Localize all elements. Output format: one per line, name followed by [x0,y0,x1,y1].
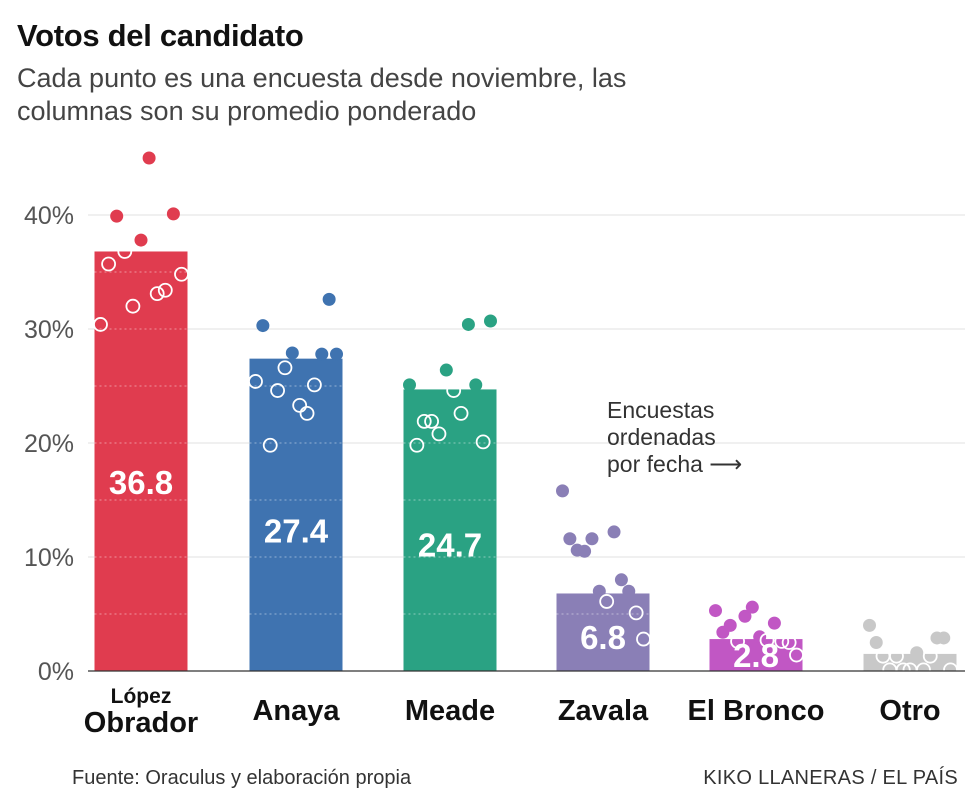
credit-note: KIKO LLANERAS / EL PAÍS [703,767,958,789]
poll-point [869,636,883,649]
poll-point [916,662,931,678]
annotation-text: por fecha ⟶ [607,451,742,477]
bar-value-label: 27.4 [264,512,329,549]
poll-point [322,292,336,306]
poll-point [723,618,737,632]
poll-point [416,413,432,429]
category-label: López [111,685,172,708]
poll-point [125,298,141,314]
poll-point [636,631,651,647]
poll-point [299,405,315,421]
poll-point [709,604,722,618]
poll-point [563,532,577,546]
poll-point [166,207,180,221]
poll-point [142,151,156,165]
poll-point [578,544,592,558]
poll-point [895,662,911,678]
poll-point [403,378,416,392]
poll-point [469,378,483,392]
bar-value-label: 36.8 [109,464,173,501]
bar-value-label: 6.8 [580,619,626,656]
poll-point [759,632,775,648]
poll-point [910,646,924,660]
bar [94,251,188,672]
poll-point [315,347,329,361]
poll-point [745,600,759,614]
category-label: Anaya [252,695,340,727]
annotation-text: Encuestas [607,397,714,423]
poll-point [614,573,628,587]
poll-point [943,662,958,678]
poll-point [738,609,752,623]
poll-point [439,363,453,377]
poll-point [424,413,439,429]
poll-point [330,347,343,361]
poll-point [446,383,462,398]
category-label: El Bronco [688,695,825,727]
bar-group: 6.8 Zavala [556,484,651,727]
chart-title: Votos del candidato [17,18,304,53]
poll-point [270,383,285,398]
poll-point [556,484,569,498]
bar-group: Otro [863,618,958,727]
poll-point [256,319,270,333]
poll-point [592,584,606,598]
poll-point [937,631,951,645]
category-label: Meade [405,695,495,727]
bar-group: 2.8 El Bronco [688,600,825,727]
poll-point [628,605,644,621]
poll-point [607,525,621,539]
poll-point [248,374,263,389]
category-label: Zavala [558,695,649,727]
poll-point [889,648,904,664]
poll-point [292,397,308,413]
chart-subtitle: Cada punto es una encuesta desde noviemb… [17,63,627,126]
poll-point [767,616,781,630]
y-tick-label: 40% [24,202,74,230]
y-tick-label: 0% [38,658,74,686]
poll-point [461,317,475,331]
poll-point [774,633,790,649]
poll-point [599,594,615,609]
poll-point [409,437,425,453]
category-label: Obrador [84,707,198,739]
poll-point [922,648,938,664]
poll-point [277,360,293,376]
poll-point [730,633,745,649]
y-tick-label: 30% [24,316,74,344]
poll-point [585,532,599,546]
poll-point [101,256,116,272]
poll-point [174,266,189,282]
bar-value-label: 2.8 [733,637,779,674]
poll-point [431,426,447,442]
poll-point [453,405,469,421]
bar [863,653,957,671]
poll-point [789,647,804,663]
poll-point [262,437,278,453]
poll-point [622,584,636,598]
annotation-text: ordenadas [607,424,716,450]
poll-point [753,630,767,644]
y-tick-label: 10% [24,544,74,572]
bar-group: 24.7 Meade [403,314,497,727]
poll-point [307,377,322,393]
poll-point [157,282,173,298]
poll-point [484,314,497,328]
bar-value-label: 24.7 [418,526,482,563]
category-label: Otro [879,695,940,727]
poll-point [475,434,491,450]
poll-point [149,286,165,302]
y-tick-label: 20% [24,430,74,458]
poll-point [863,618,876,632]
poll-point [117,244,133,259]
poll-point [285,346,299,360]
source-note: Fuente: Oraculus y elaboración propia [72,767,412,789]
poll-point [93,317,108,332]
poll-point [110,209,124,223]
poll-point [134,233,148,247]
bar-group: 27.4 Anaya [248,292,343,727]
poll-point [781,635,797,650]
